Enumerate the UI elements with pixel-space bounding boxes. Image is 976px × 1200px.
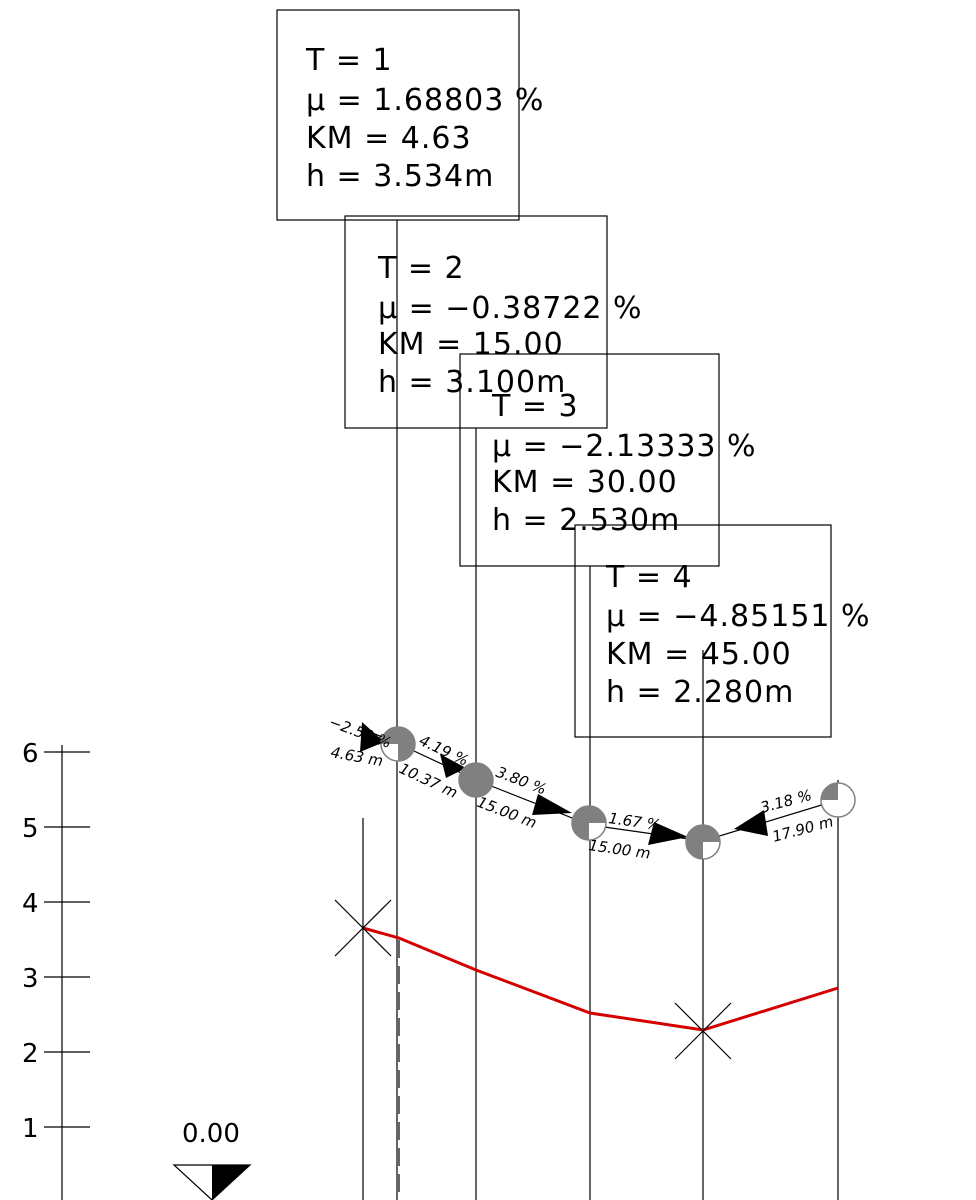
- cross-marker-1: [334, 899, 392, 957]
- arrow-icon: [648, 822, 688, 845]
- box-3-mu: μ = −2.13333 %: [492, 429, 757, 464]
- station-box-1: T = 1 μ = 1.68803 % KM = 4.63 h = 3.534m: [276, 9, 544, 221]
- box-1-t: T = 1: [305, 43, 393, 78]
- box-2-km: KM = 15.00: [378, 327, 564, 362]
- box-3-km: KM = 30.00: [492, 465, 678, 500]
- datum-marker: 0.00: [172, 1119, 252, 1200]
- box-4-km: KM = 45.00: [606, 637, 792, 672]
- box-4-h: h = 2.280m: [606, 675, 794, 710]
- node-circle: [571, 805, 607, 841]
- box-2-mu: μ = −0.38722 %: [378, 291, 643, 326]
- station-box-4: T = 4 μ = −4.85151 % KM = 45.00 h = 2.28…: [574, 524, 871, 738]
- segment-3-slope: 3.80 %: [494, 763, 549, 799]
- box-4-t: T = 4: [605, 560, 693, 595]
- tick-3: 3: [22, 964, 39, 994]
- ground-profile-line: [362, 926, 839, 1032]
- box-1-mu: μ = 1.68803 %: [306, 83, 544, 118]
- cross-marker-2: [674, 1002, 732, 1060]
- box-3-h: h = 2.530m: [492, 503, 680, 538]
- segment-3-length: 15.00 m: [475, 793, 540, 832]
- segment-5-slope: 3.18 %: [758, 786, 813, 817]
- tick-4: 4: [22, 889, 39, 919]
- segment-4-slope: 1.67 %: [607, 809, 661, 834]
- arrow-icon: [360, 722, 384, 752]
- elevation-scale: 6 5 4 3 2 1: [22, 739, 90, 1200]
- arrow-icon: [532, 794, 572, 815]
- station-box-3: T = 3 μ = −2.13333 % KM = 30.00 h = 2.53…: [459, 353, 757, 567]
- segment-label-1: −2.50 % 4.63 m: [327, 713, 394, 770]
- node-circle: [685, 824, 721, 860]
- node-circle: [820, 782, 856, 818]
- box-3-t: T = 3: [491, 389, 579, 424]
- datum-label: 0.00: [182, 1119, 240, 1149]
- box-1-h: h = 3.534m: [306, 159, 494, 194]
- node-circle: [380, 726, 416, 762]
- box-1-km: KM = 4.63: [306, 121, 472, 156]
- station-box-2: T = 2 μ = −0.38722 % KM = 15.00 h = 3.10…: [344, 215, 643, 429]
- box-2-h: h = 3.100m: [378, 365, 566, 400]
- tick-1: 1: [22, 1114, 39, 1144]
- box-2-t: T = 2: [377, 251, 465, 286]
- box-4-mu: μ = −4.85151 %: [606, 599, 871, 634]
- arrow-icon: [440, 754, 466, 778]
- tick-6: 6: [22, 739, 39, 769]
- tick-5: 5: [22, 814, 39, 844]
- arrow-icon: [734, 810, 768, 836]
- tick-2: 2: [22, 1039, 39, 1069]
- station-lines: [362, 220, 839, 1200]
- node-circle: [458, 762, 494, 798]
- segment-4-length: 15.00 m: [587, 836, 651, 862]
